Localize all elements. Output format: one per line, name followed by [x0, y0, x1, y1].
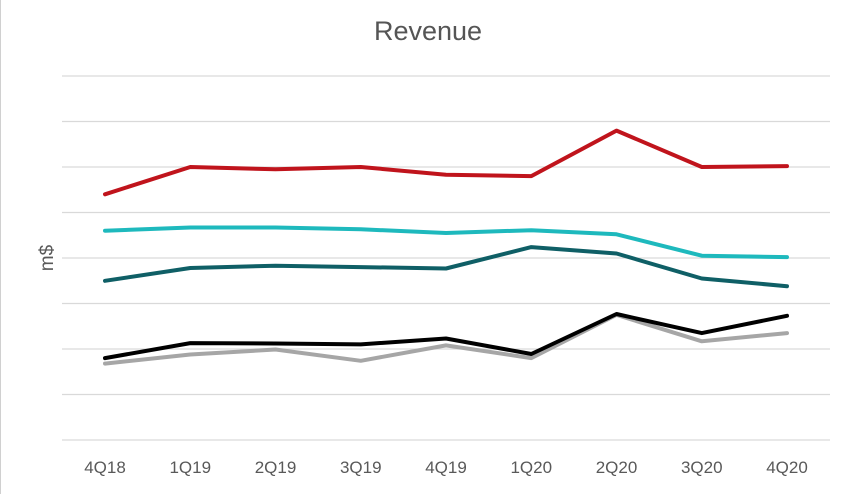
y-axis-label: m$: [37, 244, 58, 271]
x-tick-label: 1Q20: [510, 458, 552, 477]
series-line-4: [103, 312, 789, 361]
x-tick-label: 4Q18: [84, 458, 126, 477]
gridlines: [62, 75, 830, 441]
x-tick-label: 4Q19: [425, 458, 467, 477]
frame-left-border: [0, 0, 1, 494]
chart-title: Revenue: [374, 16, 482, 46]
x-tick-label: 1Q19: [169, 458, 211, 477]
x-tick-label: 2Q19: [255, 458, 297, 477]
x-tick-label: 4Q20: [766, 458, 808, 477]
x-tick-label: 2Q20: [596, 458, 638, 477]
series-line-3: [103, 245, 789, 289]
x-axis-tick-labels: 4Q18 1Q19 2Q19 3Q19 4Q19 1Q20 2Q20 3Q20 4Q20: [84, 458, 808, 477]
series-line-2: [103, 225, 789, 260]
series-lines: [103, 128, 789, 366]
x-tick-label: 3Q19: [340, 458, 382, 477]
series-line-1: [103, 128, 789, 197]
x-tick-label: 3Q20: [681, 458, 723, 477]
series-line-5: [103, 312, 789, 366]
